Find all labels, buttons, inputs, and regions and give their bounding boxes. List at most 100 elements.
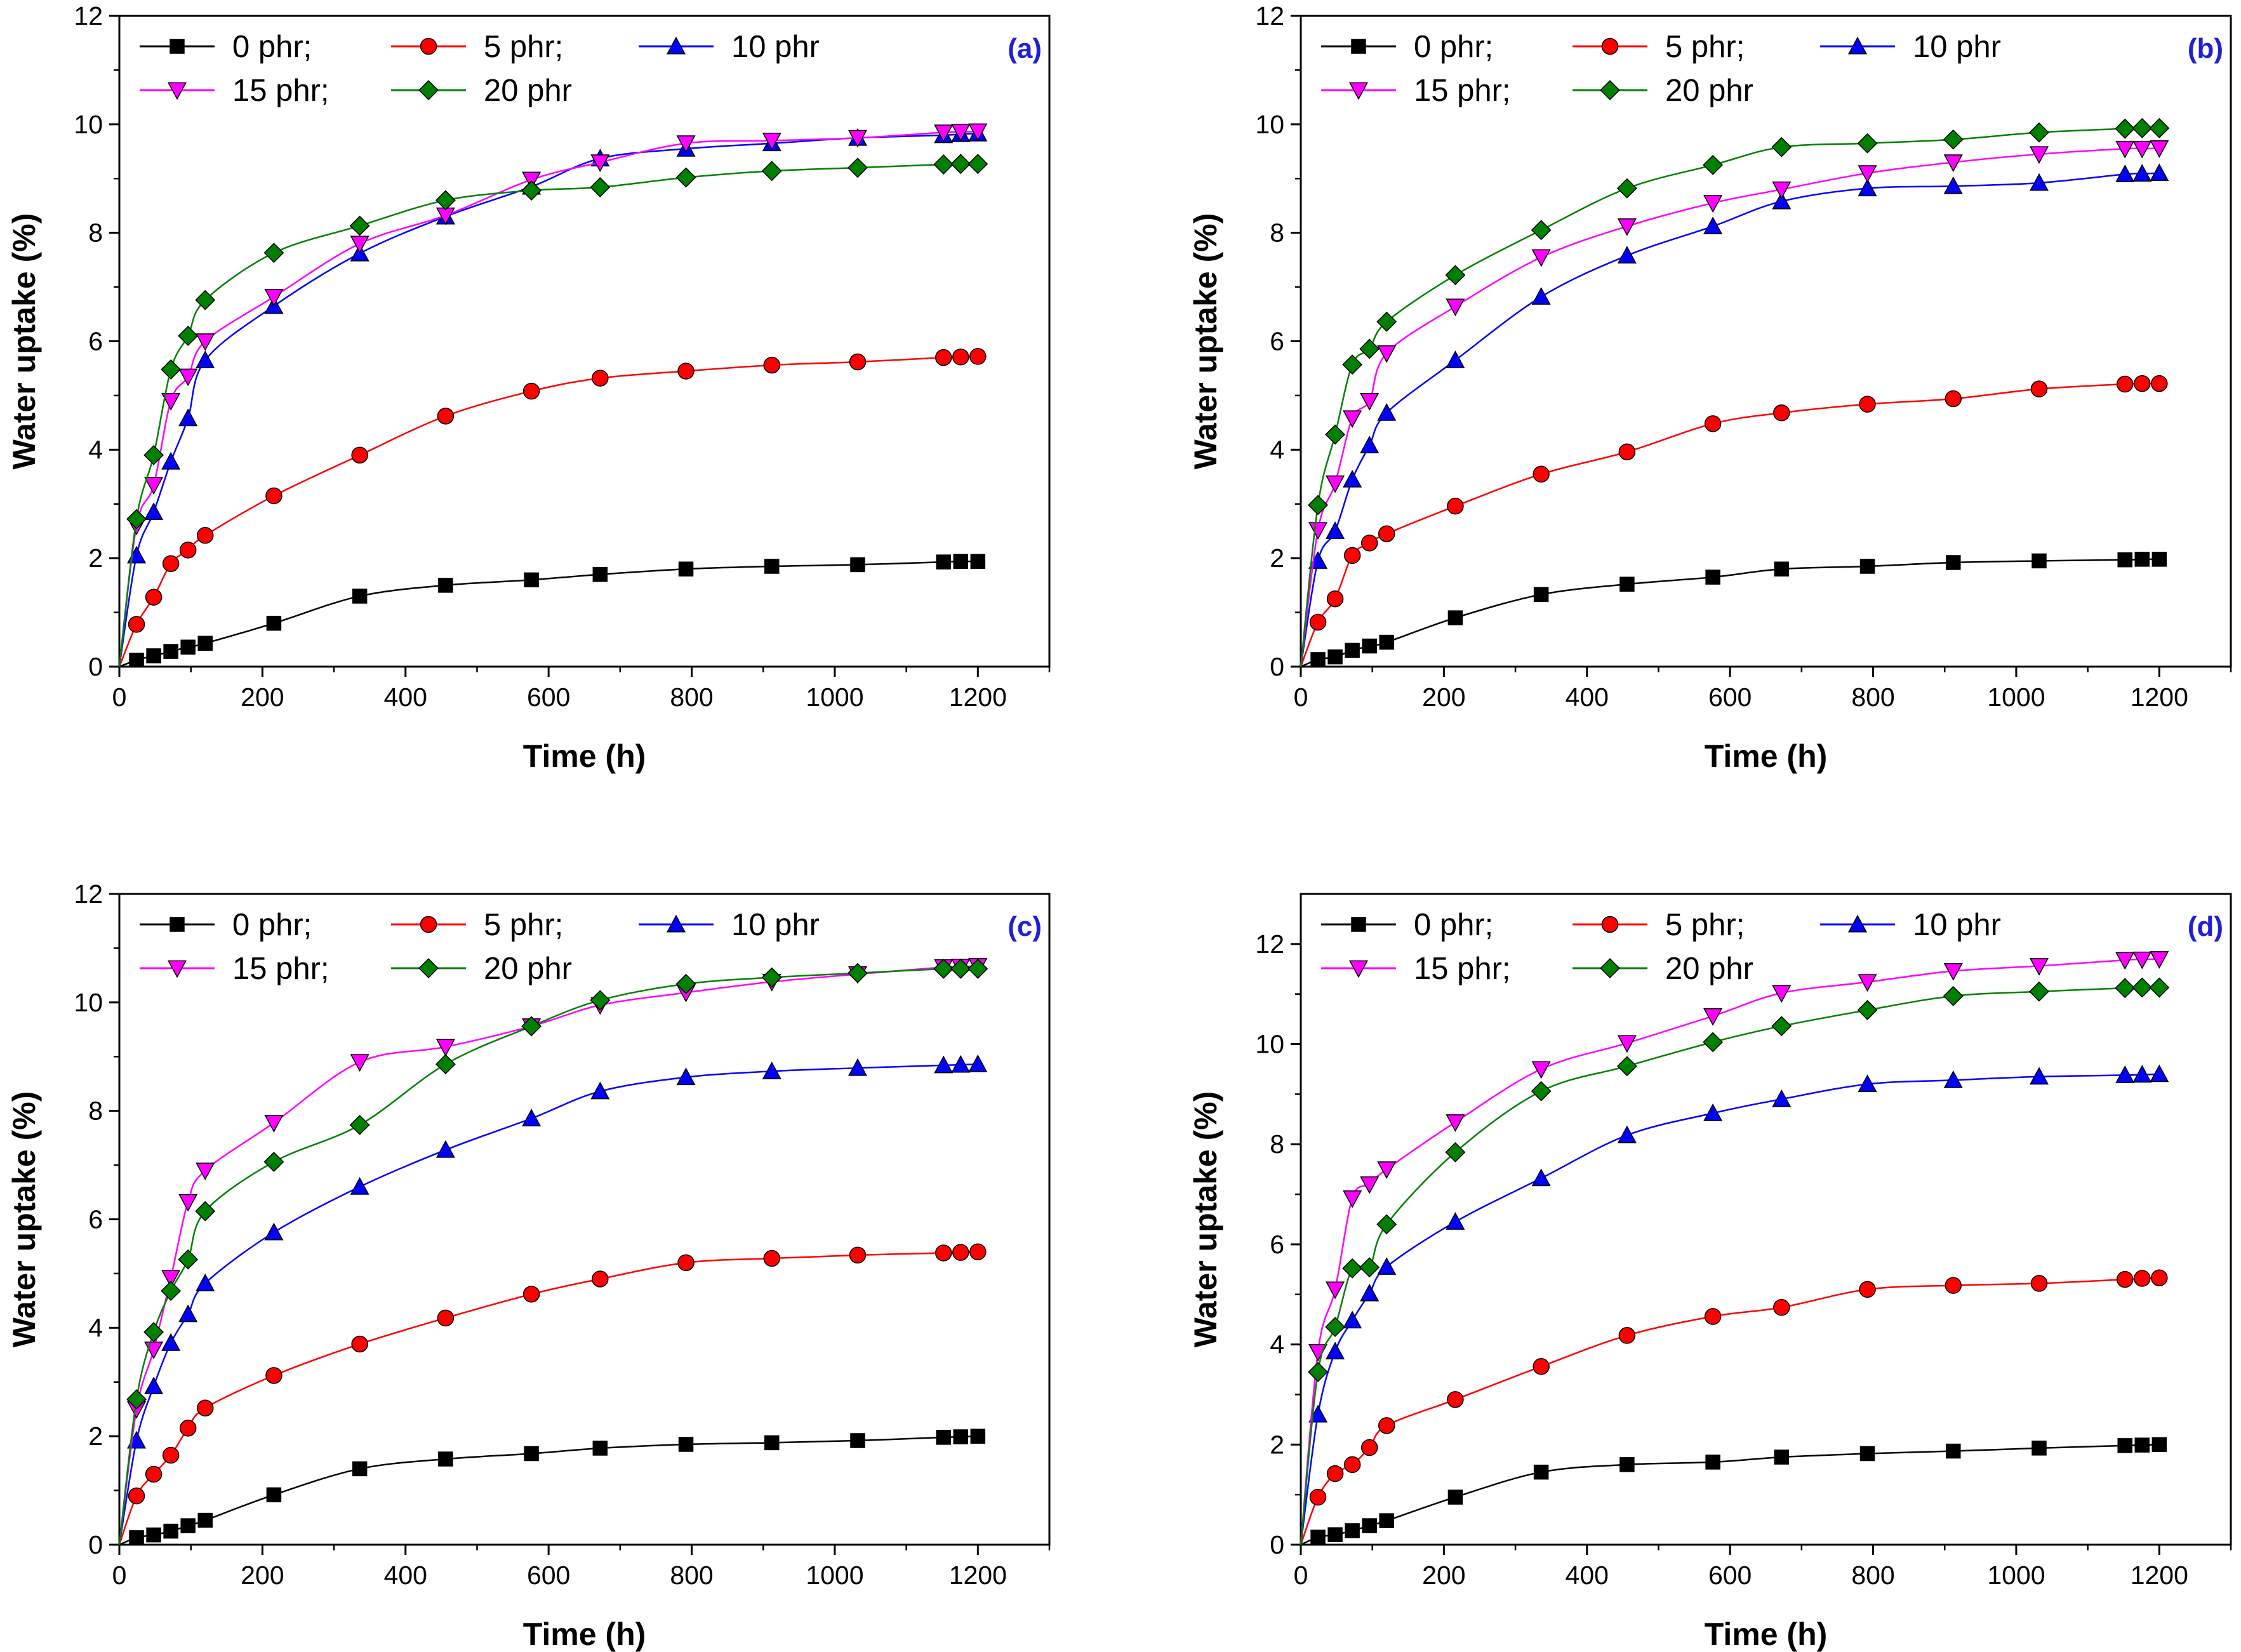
data-point — [1774, 561, 1790, 576]
legend-item: 20 phr — [391, 952, 572, 986]
series-0 — [1300, 552, 2167, 668]
legend-label: 15 phr; — [1414, 74, 1511, 108]
legend-marker — [170, 39, 185, 54]
data-point — [1618, 443, 1636, 460]
series-0 — [119, 1429, 986, 1546]
x-tick-label: 400 — [1566, 1561, 1609, 1590]
data-point — [521, 180, 542, 201]
data-point — [1377, 1257, 1397, 1275]
data-point — [145, 1465, 163, 1483]
y-tick-label: 2 — [88, 543, 103, 573]
legend-marker — [167, 960, 187, 978]
legend-label: 15 phr; — [232, 74, 329, 108]
data-point — [351, 446, 368, 464]
x-tick-label: 1200 — [2131, 1561, 2188, 1590]
data-point — [179, 1420, 197, 1437]
x-tick-label: 600 — [1708, 1561, 1752, 1590]
legend-label: 0 phr; — [232, 30, 312, 64]
panel-label: (b) — [2188, 33, 2223, 64]
data-point — [1378, 525, 1395, 542]
panel-label: (d) — [2188, 911, 2223, 942]
legend-label: 10 phr — [731, 908, 820, 942]
legend-marker — [1351, 917, 1366, 932]
data-point — [1531, 220, 1552, 241]
data-point — [2132, 140, 2152, 159]
data-point — [162, 555, 180, 572]
data-point — [1705, 570, 1720, 585]
y-tick-label: 8 — [1270, 218, 1284, 248]
plot-frame — [1300, 893, 2232, 1546]
data-point — [437, 408, 455, 425]
data-point — [1858, 1074, 1877, 1093]
series-2 — [118, 1054, 988, 1545]
data-point — [590, 990, 611, 1011]
data-point — [2132, 977, 2153, 998]
x-tick-label: 1000 — [1987, 683, 2045, 712]
data-point — [1772, 181, 1792, 199]
data-point — [2150, 1064, 2169, 1082]
data-point — [1943, 1070, 1963, 1088]
data-point — [592, 567, 608, 582]
data-point — [1326, 475, 1345, 493]
data-point — [163, 1523, 178, 1539]
y-tick-label: 4 — [88, 1313, 103, 1342]
data-point — [2116, 375, 2134, 393]
data-point — [1445, 265, 1466, 286]
y-tick-label: 4 — [1270, 435, 1284, 464]
legend-marker — [170, 917, 185, 932]
data-point — [1772, 1089, 1792, 1107]
data-point — [1943, 985, 1964, 1006]
data-point — [2115, 140, 2135, 159]
data-point — [522, 382, 540, 400]
data-point — [161, 359, 182, 380]
data-point — [590, 177, 611, 197]
x-tick-label: 200 — [1422, 683, 1465, 712]
x-tick-label: 0 — [112, 1561, 127, 1590]
data-point — [677, 363, 695, 380]
legend-item: 5 phr; — [391, 30, 563, 64]
data-point — [1619, 1457, 1635, 1472]
x-tick-label: 800 — [1851, 683, 1894, 712]
data-point — [144, 502, 164, 520]
legend-marker — [420, 37, 437, 55]
legend-item: 5 phr; — [1573, 30, 1745, 64]
data-point — [953, 1429, 969, 1444]
data-point — [2029, 146, 2049, 164]
legend: 0 phr; 5 phr; 10 phr 15 phr; 20 phr — [1321, 908, 2001, 986]
data-point — [2150, 163, 2169, 182]
y-tick-label: 12 — [1255, 1, 1284, 30]
data-point — [2117, 1438, 2132, 1453]
data-point — [1360, 1176, 1380, 1194]
data-point — [180, 639, 196, 655]
data-point — [178, 368, 198, 387]
data-point — [676, 135, 696, 154]
data-point — [2132, 164, 2152, 182]
data-point — [848, 157, 868, 178]
legend-marker — [1847, 36, 1868, 55]
panel-label: (c) — [1007, 911, 1042, 942]
data-point — [1342, 354, 1363, 375]
data-point — [1345, 643, 1360, 658]
x-tick-label: 800 — [1851, 1561, 1894, 1590]
data-point — [128, 616, 145, 633]
data-point — [1343, 547, 1361, 564]
data-point — [144, 1376, 164, 1395]
series-1 — [118, 348, 987, 667]
data-point — [350, 1054, 369, 1072]
data-point — [2134, 552, 2150, 567]
panel-label: (a) — [1007, 33, 1042, 64]
data-point — [1309, 1488, 1327, 1506]
data-point — [1774, 1449, 1790, 1465]
data-point — [350, 236, 369, 254]
data-point — [1377, 1161, 1397, 1179]
data-point — [1772, 985, 1792, 1003]
data-point — [1360, 436, 1380, 453]
legend-marker — [418, 80, 439, 100]
y-tick-label: 10 — [74, 110, 103, 139]
data-point — [1859, 559, 1875, 574]
legend-label: 5 phr; — [484, 908, 563, 942]
y-tick-label: 6 — [1270, 327, 1284, 356]
data-point — [675, 167, 696, 188]
legend-label: 0 phr; — [232, 908, 312, 942]
data-point — [2149, 977, 2170, 998]
